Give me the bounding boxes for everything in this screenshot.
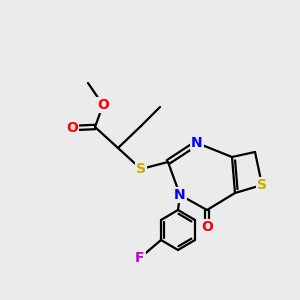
Text: S: S [257,178,267,192]
Text: O: O [201,220,213,234]
Text: O: O [97,98,109,112]
Text: N: N [174,188,186,202]
Text: F: F [135,251,145,265]
Text: N: N [191,136,203,150]
Text: S: S [136,162,146,176]
Text: O: O [66,121,78,135]
